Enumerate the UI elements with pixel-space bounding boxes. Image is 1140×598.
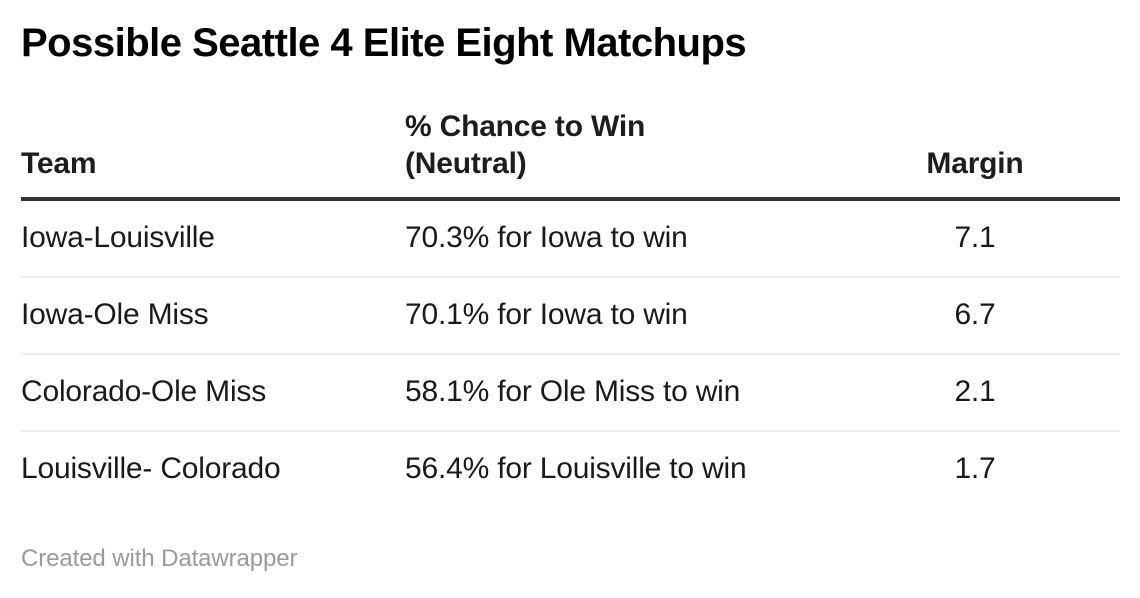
chance-cell: 58.1% for Ole Miss to win [405,353,830,431]
datawrapper-attribution-link[interactable]: Created with Datawrapper [21,545,298,572]
column-header-chance-line1: % Chance to Win [405,110,646,143]
team-cell: Iowa-Ole Miss [21,276,405,354]
table-row: Louisville- Colorado 56.4% for Louisvill… [21,430,1120,507]
chart-footer: Created with Datawrapper [21,545,1120,573]
column-header-chance: % Chance to Win (Neutral) [405,108,830,201]
team-cell: Louisville- Colorado [21,430,405,507]
column-header-chance-line2: (Neutral) [405,147,527,180]
chart-title: Possible Seattle 4 Elite Eight Matchups [21,21,747,65]
margin-cell: 2.1 [830,353,1120,431]
chance-cell: 56.4% for Louisville to win [405,430,830,507]
table-header: Team % Chance to Win (Neutral) Margin [21,108,1120,201]
table-body: Iowa-Louisville 70.3% for Iowa to win 7.… [21,199,1120,507]
chance-cell: 70.3% for Iowa to win [405,221,688,254]
column-header-team: Team [21,108,405,201]
table-row: Colorado-Ole Miss 58.1% for Ole Miss to … [21,353,1120,431]
team-cell: Iowa-Louisville [21,221,215,254]
matchups-table: Team % Chance to Win (Neutral) Margin Io… [21,108,1120,507]
margin-cell: 6.7 [830,276,1120,354]
margin-cell: 1.7 [830,430,1120,507]
column-header-margin: Margin [830,108,1120,201]
header-row: Team % Chance to Win (Neutral) Margin [21,108,1120,201]
margin-cell: 7.1 [954,221,996,254]
chance-cell: 70.1% for Iowa to win [405,276,830,354]
table-row: Iowa-Louisville 70.3% for Iowa to win 7.… [21,199,1120,277]
table-row: Iowa-Ole Miss 70.1% for Iowa to win 6.7 [21,276,1120,354]
team-cell: Colorado-Ole Miss [21,353,405,431]
